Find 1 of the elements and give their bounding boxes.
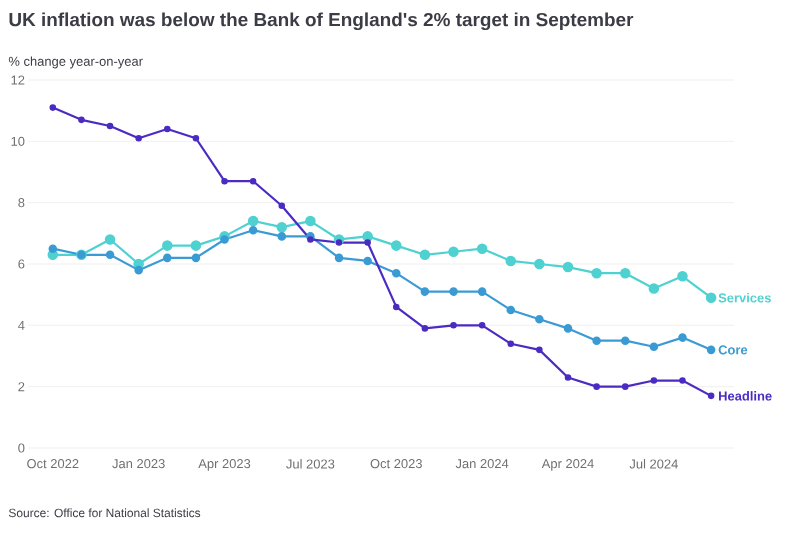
chart-title: UK inflation was below the Bank of England's 2% target in September [9,12,634,31]
